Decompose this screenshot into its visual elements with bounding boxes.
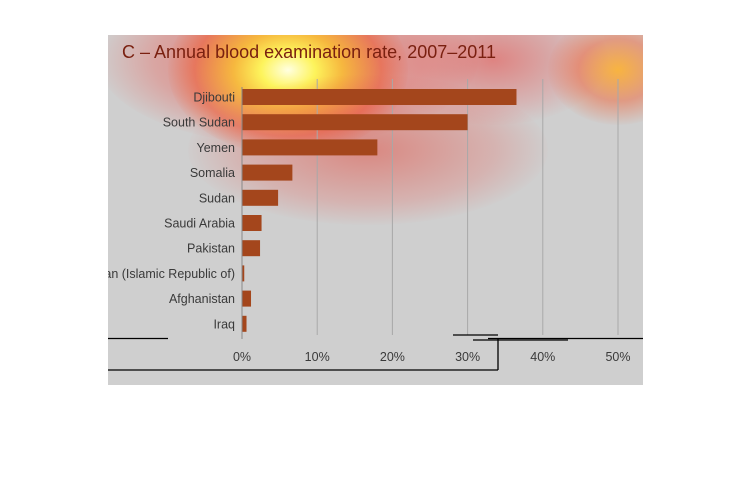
- category-label: Pakistan: [187, 242, 235, 256]
- category-label: Saudi Arabia: [164, 217, 235, 231]
- category-label: Iran (Islamic Republic of): [108, 267, 235, 281]
- category-labels: Djibouti South Sudan Yemen Somalia Sudan Saud…: [108, 91, 235, 332]
- x-tick-labels: 0% 10% 20% 30% 40% 50%: [233, 350, 631, 364]
- bar: [242, 114, 468, 131]
- bar: [242, 89, 517, 105]
- category-label: Yemen: [197, 141, 236, 155]
- chart-panel: C – Annual blood examination rate, 2007–…: [108, 35, 643, 385]
- bar: [242, 290, 252, 307]
- category-label: Djibouti: [193, 91, 235, 105]
- category-label: Somalia: [190, 166, 235, 180]
- category-label: Iraq: [213, 317, 235, 331]
- bar: [242, 265, 245, 282]
- category-label: Sudan: [199, 191, 235, 205]
- bar: [242, 164, 293, 181]
- bars: [242, 89, 517, 332]
- bar: [242, 215, 262, 231]
- x-tick-label: 10%: [305, 350, 330, 364]
- bar: [242, 189, 279, 206]
- bar: [242, 139, 378, 156]
- bar: [242, 240, 261, 257]
- bar-chart: Djibouti South Sudan Yemen Somalia Sudan Saud…: [108, 79, 643, 371]
- category-label: South Sudan: [163, 116, 235, 130]
- x-tick-label: 20%: [380, 350, 405, 364]
- x-tick-label: 40%: [530, 350, 555, 364]
- x-tick-label: 0%: [233, 350, 251, 364]
- x-tick-label: 30%: [455, 350, 480, 364]
- bar: [242, 315, 247, 332]
- chart-title: C – Annual blood examination rate, 2007–…: [122, 42, 496, 62]
- category-label: Afghanistan: [169, 292, 235, 306]
- x-tick-label: 50%: [605, 350, 630, 364]
